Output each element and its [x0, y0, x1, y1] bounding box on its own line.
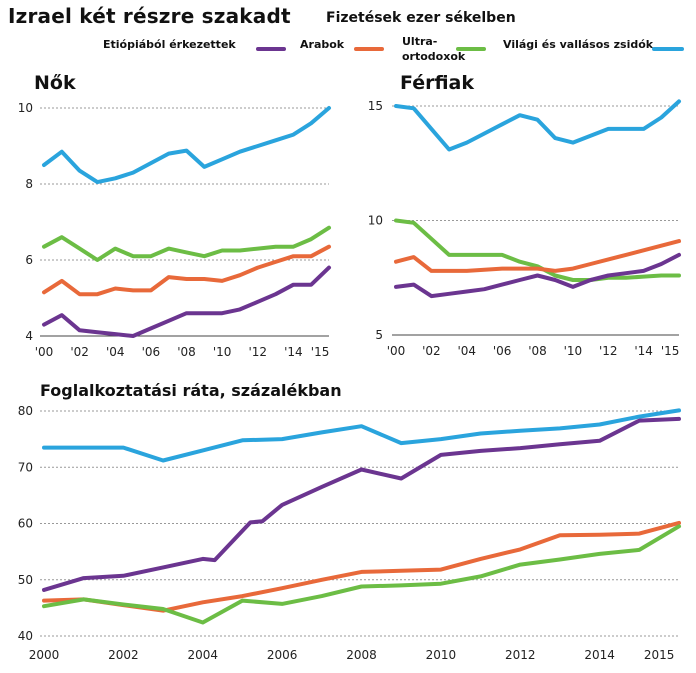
women-x-tick-label-2: '04: [106, 345, 125, 359]
women-x-tick-label-3: '06: [142, 345, 161, 359]
employment-series-ethiopian: [42, 416, 681, 592]
legend-label-ultra-line1: Ultra-: [402, 35, 438, 48]
men-x-tick-label-4: '08: [528, 344, 547, 358]
employment-series-ultra: [42, 524, 681, 625]
women-x-tick-label-4: '08: [177, 345, 196, 359]
men-series-arab: [394, 239, 681, 273]
men-y-tick-label-5: 5: [375, 328, 383, 342]
employment-x-tick-label-5: 2010: [426, 648, 457, 662]
women-y-tick-label-8: 8: [25, 177, 33, 191]
legend-label-ethiopian: Etiópiából érkezettek: [103, 38, 236, 51]
legend-swatch-arab: [354, 47, 384, 51]
men-x-tick-label-1: '02: [422, 344, 441, 358]
employment-x-tick-label-4: 2008: [346, 648, 377, 662]
employment-x-tick-label-3: 2006: [267, 648, 298, 662]
employment-x-tick-label-0: 2000: [29, 648, 60, 662]
legend-swatch-ultra: [456, 47, 486, 51]
women-series-arab: [42, 244, 331, 297]
legend-label-arab: Arabok: [300, 38, 345, 51]
employment-series-arab: [42, 520, 681, 613]
women-x-tick-label-1: '02: [70, 345, 89, 359]
women-x-tick-label-6: '12: [248, 345, 267, 359]
women-y-tick-label-6: 6: [25, 253, 33, 267]
employment-y-tick-label-40: 40: [18, 629, 33, 643]
women-x-tick-label-0: '00: [35, 345, 54, 359]
legend-label-ultra-line2: ortodoxok: [402, 50, 466, 63]
employment-x-tick-label-8: 2015: [644, 648, 675, 662]
men-x-tick-label-2: '04: [457, 344, 476, 358]
women-x-tick-label-5: '10: [213, 345, 232, 359]
women-x-tick-label-7: '14: [284, 345, 303, 359]
men-x-tick-label-8: '15: [661, 344, 680, 358]
panel-title-women: Nők: [34, 72, 76, 94]
panel-title-employment: Foglalkoztatási ráta, százalékban: [40, 381, 342, 400]
women-y-tick-label-4: 4: [25, 329, 33, 343]
women-y-tick-label-10: 10: [18, 101, 33, 115]
women-series-ethiopian: [42, 265, 331, 338]
men-x-tick-label-3: '06: [493, 344, 512, 358]
men-series-ultra: [394, 218, 681, 282]
panel-title-men: Férfiak: [400, 72, 475, 94]
chart-subtitle: Fizetések ezer sékelben: [326, 10, 516, 26]
men-x-tick-label-0: '00: [387, 344, 406, 358]
legend-label-secular: Világi és vallásos zsidók: [503, 38, 654, 51]
legend-swatch-secular: [652, 47, 684, 51]
employment-y-tick-label-50: 50: [18, 573, 33, 587]
chart-title: Izrael két részre szakadt: [8, 4, 291, 28]
employment-y-tick-label-60: 60: [18, 517, 33, 531]
women-series-ultra: [42, 225, 331, 262]
men-x-tick-label-6: '12: [599, 344, 618, 358]
men-x-tick-label-7: '14: [634, 344, 653, 358]
employment-series-secular: [42, 408, 681, 463]
men-series-secular: [394, 99, 681, 152]
men-series-ethiopian: [394, 252, 681, 299]
men-x-tick-label-5: '10: [564, 344, 583, 358]
employment-y-tick-label-80: 80: [18, 404, 33, 418]
women-series-secular: [42, 106, 331, 185]
men-y-tick-label-15: 15: [368, 99, 383, 113]
women-x-tick-label-8: '15: [311, 345, 330, 359]
legend-label-ultra: Ultra- ortodoxok: [402, 34, 465, 64]
men-y-tick-label-10: 10: [368, 214, 383, 228]
legend-swatch-ethiopian: [256, 47, 286, 51]
employment-x-tick-label-6: 2012: [505, 648, 536, 662]
employment-x-tick-label-2: 2004: [187, 648, 218, 662]
employment-x-tick-label-1: 2002: [108, 648, 139, 662]
employment-x-tick-label-7: 2014: [584, 648, 615, 662]
employment-y-tick-label-70: 70: [18, 460, 33, 474]
